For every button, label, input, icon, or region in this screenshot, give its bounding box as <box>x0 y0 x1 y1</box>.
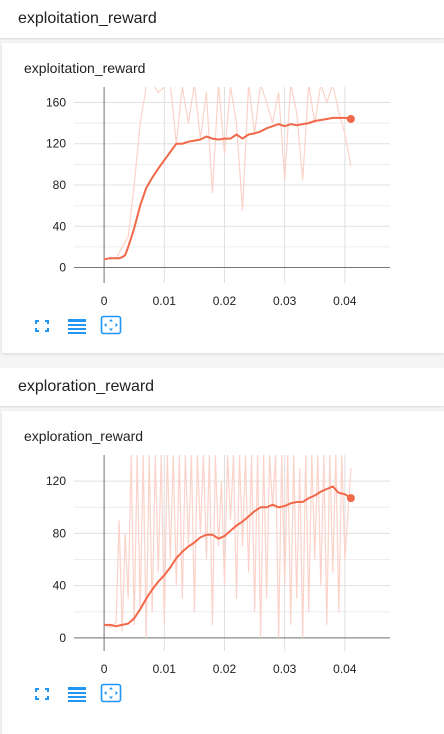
fit-domain-button[interactable] <box>100 315 122 335</box>
x-tick-label: 0 <box>101 294 108 308</box>
x-tick-label: 0.01 <box>153 294 177 308</box>
data-table-button[interactable] <box>66 684 88 704</box>
y-tick-label: 40 <box>53 219 67 233</box>
exploration-reward-chart[interactable]: 0 40 80 120 0 0.01 0.02 0.03 0.04 <box>2 411 444 681</box>
x-tick-label: 0.04 <box>333 294 357 308</box>
last-point-marker <box>346 494 355 503</box>
section-title: exploration_reward <box>18 378 155 395</box>
x-tick-label: 0.04 <box>333 662 357 676</box>
data-table-icon <box>68 319 86 334</box>
plot-area <box>103 455 352 638</box>
raw-series-line <box>104 87 352 260</box>
raw-series-line <box>103 455 352 638</box>
y-tick-label: 0 <box>59 261 66 275</box>
plot-area <box>103 87 352 261</box>
last-point-marker <box>346 114 355 123</box>
x-tick-label: 0.02 <box>213 662 237 676</box>
y-tick-label: 80 <box>53 526 67 540</box>
y-tick-label: 120 <box>46 137 66 151</box>
fit-domain-button[interactable] <box>100 683 122 703</box>
x-tick-label: 0 <box>101 662 108 676</box>
fit-domain-icon <box>100 315 122 335</box>
smoothed-series-line <box>104 485 352 628</box>
fullscreen-button[interactable] <box>31 316 53 336</box>
chart-title: exploitation_reward <box>24 60 146 76</box>
y-tick-label: 160 <box>46 95 66 109</box>
section-header-exploitation[interactable]: exploitation_reward <box>0 0 444 38</box>
chart-card-exploration: exploration_reward 0 40 80 120 0 0.01 0.02 0.03… <box>2 411 444 734</box>
y-tick-label: 40 <box>53 579 67 593</box>
smoothed-series-line <box>103 116 352 261</box>
chart-card-exploitation: exploitation_reward 0 40 80 120 160 0 0.01 0.02… <box>2 43 444 353</box>
fullscreen-icon <box>35 320 49 332</box>
data-table-icon <box>68 687 86 702</box>
fit-domain-icon <box>100 683 122 703</box>
data-table-button[interactable] <box>66 316 88 336</box>
fullscreen-icon <box>35 688 49 700</box>
section-header-exploration[interactable]: exploration_reward <box>0 368 444 406</box>
x-tick-label: 0.03 <box>273 662 297 676</box>
y-tick-label: 120 <box>46 474 66 488</box>
fullscreen-button[interactable] <box>31 684 53 704</box>
x-tick-label: 0.03 <box>273 294 297 308</box>
x-tick-label: 0.02 <box>213 294 237 308</box>
chart-title: exploration_reward <box>24 428 144 444</box>
y-tick-label: 80 <box>53 178 67 192</box>
exploitation-reward-chart[interactable]: 0 40 80 120 160 0 0.01 0.02 0.03 0.04 <box>2 43 444 313</box>
section-title: exploitation_reward <box>18 10 157 27</box>
y-tick-label: 0 <box>59 631 66 645</box>
x-tick-label: 0.01 <box>153 662 177 676</box>
